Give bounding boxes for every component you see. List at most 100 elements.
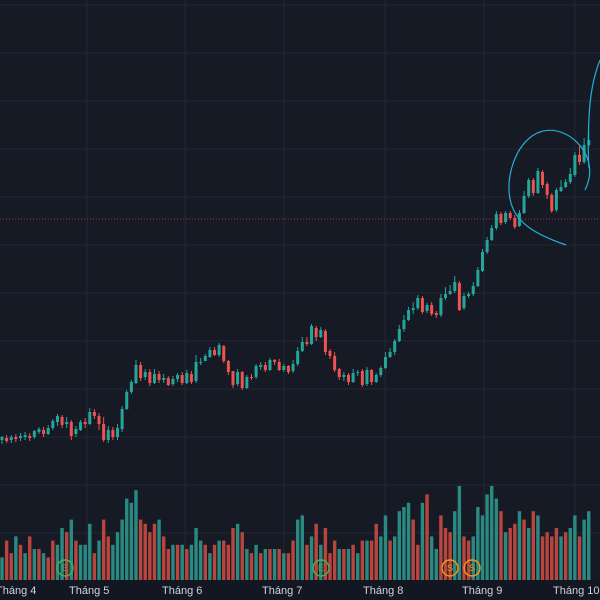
candle-body xyxy=(411,308,415,310)
volume-bar xyxy=(134,490,138,580)
volume-bar xyxy=(332,540,337,580)
time-axis-label: Tháng 8 xyxy=(363,585,403,597)
volume-bar xyxy=(499,511,503,580)
event-markers[interactable]: E E S S xyxy=(56,559,481,577)
volume-bar xyxy=(64,532,69,580)
volume-bar xyxy=(425,494,429,580)
volume-bar xyxy=(295,519,300,580)
candle-body xyxy=(527,180,531,196)
volume-bar xyxy=(175,544,180,580)
candle-body xyxy=(166,378,170,385)
volume-bar xyxy=(28,536,32,580)
candle-body xyxy=(541,172,545,185)
candle-body xyxy=(494,214,498,228)
volume-bar xyxy=(277,549,281,580)
time-axis-label: Tháng 6 xyxy=(162,585,202,597)
volume-bar xyxy=(203,544,207,580)
candle-body xyxy=(240,372,244,388)
chart-grid xyxy=(0,0,600,580)
candle-body xyxy=(282,366,286,370)
candle-body xyxy=(490,228,494,240)
candle-body xyxy=(434,313,438,315)
curve-drawing xyxy=(587,59,600,169)
volume-bar xyxy=(217,540,221,580)
volume-bar xyxy=(577,536,582,580)
candle-body xyxy=(480,252,484,271)
candle-body xyxy=(545,184,549,195)
candle-body xyxy=(328,351,332,356)
volume-bar xyxy=(439,515,443,580)
split-marker[interactable]: S xyxy=(441,559,459,577)
candle-body xyxy=(374,375,378,382)
volume-bar xyxy=(74,540,78,580)
volume-bar xyxy=(282,553,286,580)
volume-bar xyxy=(106,536,110,580)
volume-bar xyxy=(125,498,129,580)
volume-bar xyxy=(305,544,309,580)
candle-body xyxy=(453,282,457,291)
volume-bar xyxy=(319,544,323,580)
candle-body xyxy=(286,366,290,372)
volume-bar xyxy=(171,544,175,580)
candle-body xyxy=(383,357,387,368)
candle-body xyxy=(559,187,563,191)
volume-bar xyxy=(393,536,397,580)
volume-bar xyxy=(249,553,254,580)
candle-body xyxy=(254,366,258,377)
volume-bar xyxy=(259,553,263,580)
candle-body xyxy=(65,422,69,424)
volume-bar xyxy=(453,511,457,580)
candle-body xyxy=(568,174,572,182)
time-axis-background xyxy=(0,580,600,600)
earnings-marker[interactable]: E xyxy=(56,559,74,577)
split-marker[interactable]: S xyxy=(463,559,481,577)
candle-body xyxy=(176,375,180,379)
candle-body xyxy=(420,298,424,312)
volume-bar xyxy=(148,532,152,580)
candle-body xyxy=(425,305,429,311)
volume-bar xyxy=(115,532,120,580)
volume-bar xyxy=(434,549,438,580)
volume-bar xyxy=(342,549,346,580)
volume-bar xyxy=(582,519,586,580)
candle-body xyxy=(222,346,226,361)
candle-body xyxy=(296,351,300,364)
candle-body xyxy=(194,362,198,381)
candle-body xyxy=(457,283,461,310)
split-marker-circle xyxy=(463,559,481,577)
volume-bar xyxy=(101,519,106,580)
volume-bar xyxy=(374,523,378,580)
volume-bar xyxy=(416,544,420,580)
volume-bar xyxy=(272,549,277,580)
volume-bar xyxy=(397,511,402,580)
candle-body xyxy=(263,365,267,370)
volume-bar xyxy=(194,528,198,580)
candle-body xyxy=(430,305,434,314)
volume-bar xyxy=(328,553,332,580)
volume-bar xyxy=(235,523,240,580)
volume-bar xyxy=(513,523,517,580)
candle-body xyxy=(314,328,318,337)
volume-bar xyxy=(51,540,55,580)
volume-bar xyxy=(568,528,572,580)
volume-bar xyxy=(314,523,318,580)
volume-bar xyxy=(263,549,268,580)
volume-bar xyxy=(0,557,4,580)
candle-body xyxy=(564,182,568,187)
split-marker-label: S xyxy=(469,563,475,573)
candle-body xyxy=(134,365,138,383)
volume-bar xyxy=(120,519,124,580)
volume-bar xyxy=(180,544,184,580)
drawings-layer[interactable] xyxy=(508,59,600,246)
earnings-marker[interactable]: E xyxy=(312,559,330,577)
candle-body xyxy=(14,437,18,439)
candle-body xyxy=(139,365,143,378)
volume-bar xyxy=(351,544,355,580)
volume-bar xyxy=(268,549,272,580)
candle-body xyxy=(231,371,235,385)
volume-bar xyxy=(92,553,97,580)
candle-body xyxy=(444,294,448,298)
volume-bar xyxy=(526,528,531,580)
